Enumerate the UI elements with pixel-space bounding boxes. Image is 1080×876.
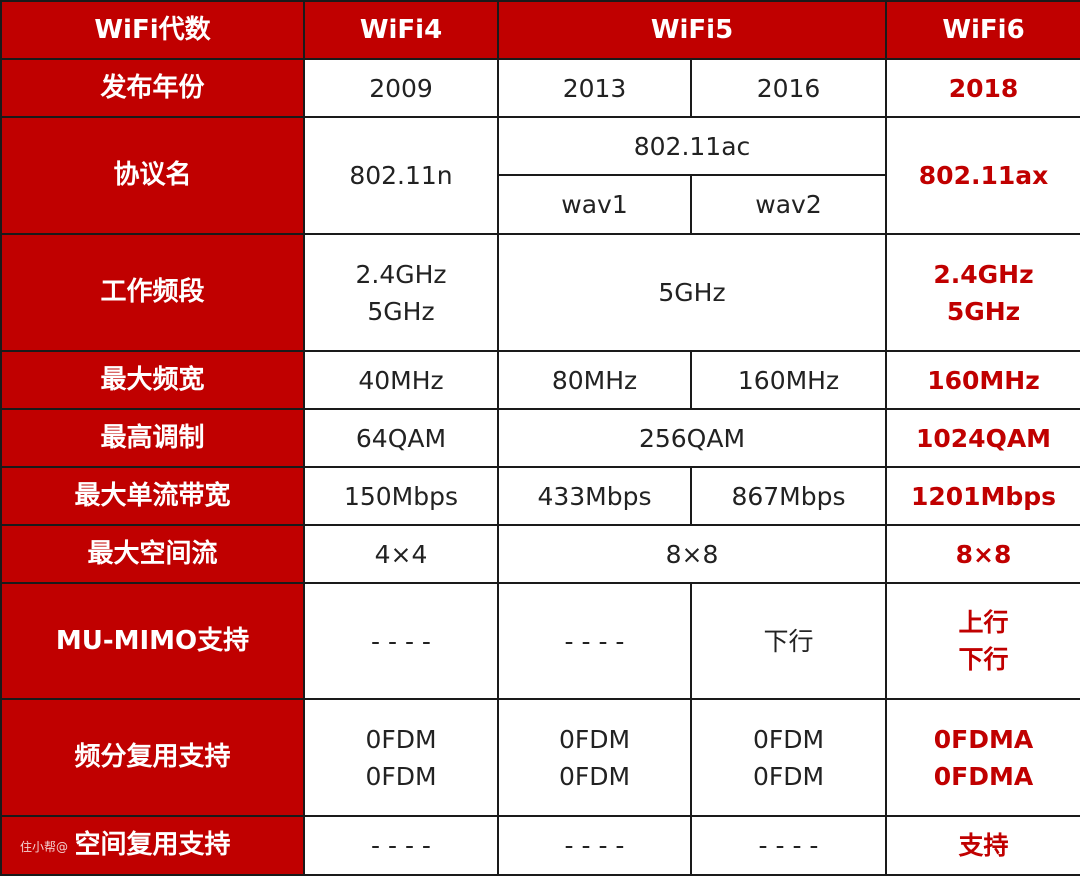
row-label: 最大空间流 xyxy=(0,524,305,584)
line: 5GHz xyxy=(367,296,435,326)
line: 0FDM xyxy=(365,724,437,754)
row-fdm: 频分复用支持 0FDM 0FDM 0FDM 0FDM 0FDM 0FDM 0FDMA 0… xyxy=(0,698,1080,817)
row-modulation: 最高调制 64QAM 256QAM 1024QAM xyxy=(0,408,1080,468)
line: 0FDM xyxy=(752,724,825,754)
cell: - - - - xyxy=(303,815,499,876)
row-spatial: 最大空间流 4×4 8×8 8×8 xyxy=(0,524,1080,584)
cell: 5GHz xyxy=(496,233,888,352)
header-wifi4: WiFi4 xyxy=(303,0,499,60)
cell: 1201Mbps xyxy=(885,466,1080,526)
cell: 40MHz xyxy=(303,350,499,410)
row-label: 协议名 xyxy=(0,116,305,235)
row-year: 发布年份 2009 2013 2016 2018 xyxy=(0,58,1080,118)
cell: 160MHz xyxy=(689,350,888,410)
cell: 8×8 xyxy=(885,524,1080,584)
row-label: MU-MIMO支持 xyxy=(0,582,305,700)
cell: 2018 xyxy=(885,58,1080,118)
cell: 2016 xyxy=(689,58,888,118)
row-label: 发布年份 xyxy=(0,58,305,118)
row-label: 频分复用支持 xyxy=(0,698,305,817)
cell: 433Mbps xyxy=(497,466,692,526)
row-label: 最大单流带宽 xyxy=(0,466,305,526)
row-protocol-sub: wav1 wav2 xyxy=(1,174,1080,235)
line: 上行 xyxy=(958,608,1009,637)
row-label: 最高调制 xyxy=(0,408,305,468)
watermark: 住小帮@ xyxy=(20,840,69,854)
cell: 8×8 xyxy=(496,524,888,584)
cell: 64QAM xyxy=(303,408,499,468)
row-label: 空间复用支持 xyxy=(0,815,305,876)
row-band: 工作频段 2.4GHz 5GHz 5GHz 2.4GHz 5GHz xyxy=(0,233,1080,352)
cell: 0FDM 0FDM xyxy=(689,698,888,817)
cell: 支持 xyxy=(885,815,1080,876)
cell: 150Mbps xyxy=(303,466,499,526)
line: 2.4GHz xyxy=(933,259,1034,289)
cell: 160MHz xyxy=(885,350,1080,410)
cell: - - - - xyxy=(689,815,888,876)
header-wifi6: WiFi6 xyxy=(885,0,1080,60)
row-mumimo: MU-MIMO支持 - - - - - - - - 下行 上行 下行 xyxy=(0,582,1080,700)
cell: 2.4GHz 5GHz xyxy=(303,233,499,352)
cell: wav1 xyxy=(497,174,692,235)
cell: 上行 下行 xyxy=(885,582,1080,700)
line: 0FDM xyxy=(558,724,631,754)
cell: 下行 xyxy=(689,582,888,700)
row-bandwidth: 最大频宽 40MHz 80MHz 160MHz 160MHz xyxy=(0,350,1080,410)
cell: 802.11ax xyxy=(885,116,1080,235)
cell: - - - - xyxy=(497,582,692,700)
cell: 256QAM xyxy=(496,408,888,468)
line: 0FDM xyxy=(752,761,825,791)
row-stream-rate: 最大单流带宽 150Mbps 433Mbps 867Mbps 1201Mbps xyxy=(0,466,1080,526)
cell: 80MHz xyxy=(497,350,692,410)
header-row: WiFi代数 WiFi4 WiFi5 WiFi6 xyxy=(0,0,1080,60)
cell: 2.4GHz 5GHz xyxy=(885,233,1080,352)
line: 0FDM xyxy=(558,761,631,791)
line: 0FDMA xyxy=(933,724,1034,754)
cell: 0FDM 0FDM xyxy=(497,698,692,817)
line: 0FDMA xyxy=(933,761,1034,791)
cell: 867Mbps xyxy=(689,466,888,526)
row-protocol: 协议名 802.11n 802.11ac 802.11ax xyxy=(0,116,1080,235)
cell: 802.11ac xyxy=(496,116,888,176)
cell: 802.11n xyxy=(303,116,499,235)
line: 5GHz xyxy=(946,296,1021,326)
cell: wav2 xyxy=(689,174,888,235)
row-label: 最大频宽 xyxy=(0,350,305,410)
header-label: WiFi代数 xyxy=(0,0,305,60)
row-sdm: 空间复用支持 - - - - - - - - - - - - 支持 xyxy=(0,815,1080,876)
header-wifi5: WiFi5 xyxy=(496,0,888,60)
cell: 2009 xyxy=(303,58,499,118)
line: 0FDM xyxy=(365,761,437,791)
cell: 1024QAM xyxy=(885,408,1080,468)
cell: 2013 xyxy=(497,58,692,118)
cell: - - - - xyxy=(497,815,692,876)
cell: - - - - xyxy=(303,582,499,700)
cell: 0FDM 0FDM xyxy=(303,698,499,817)
line: 2.4GHz xyxy=(355,259,447,289)
row-label: 工作频段 xyxy=(0,233,305,352)
cell: 0FDMA 0FDMA xyxy=(885,698,1080,817)
cell: 4×4 xyxy=(303,524,499,584)
line: 下行 xyxy=(958,645,1009,674)
